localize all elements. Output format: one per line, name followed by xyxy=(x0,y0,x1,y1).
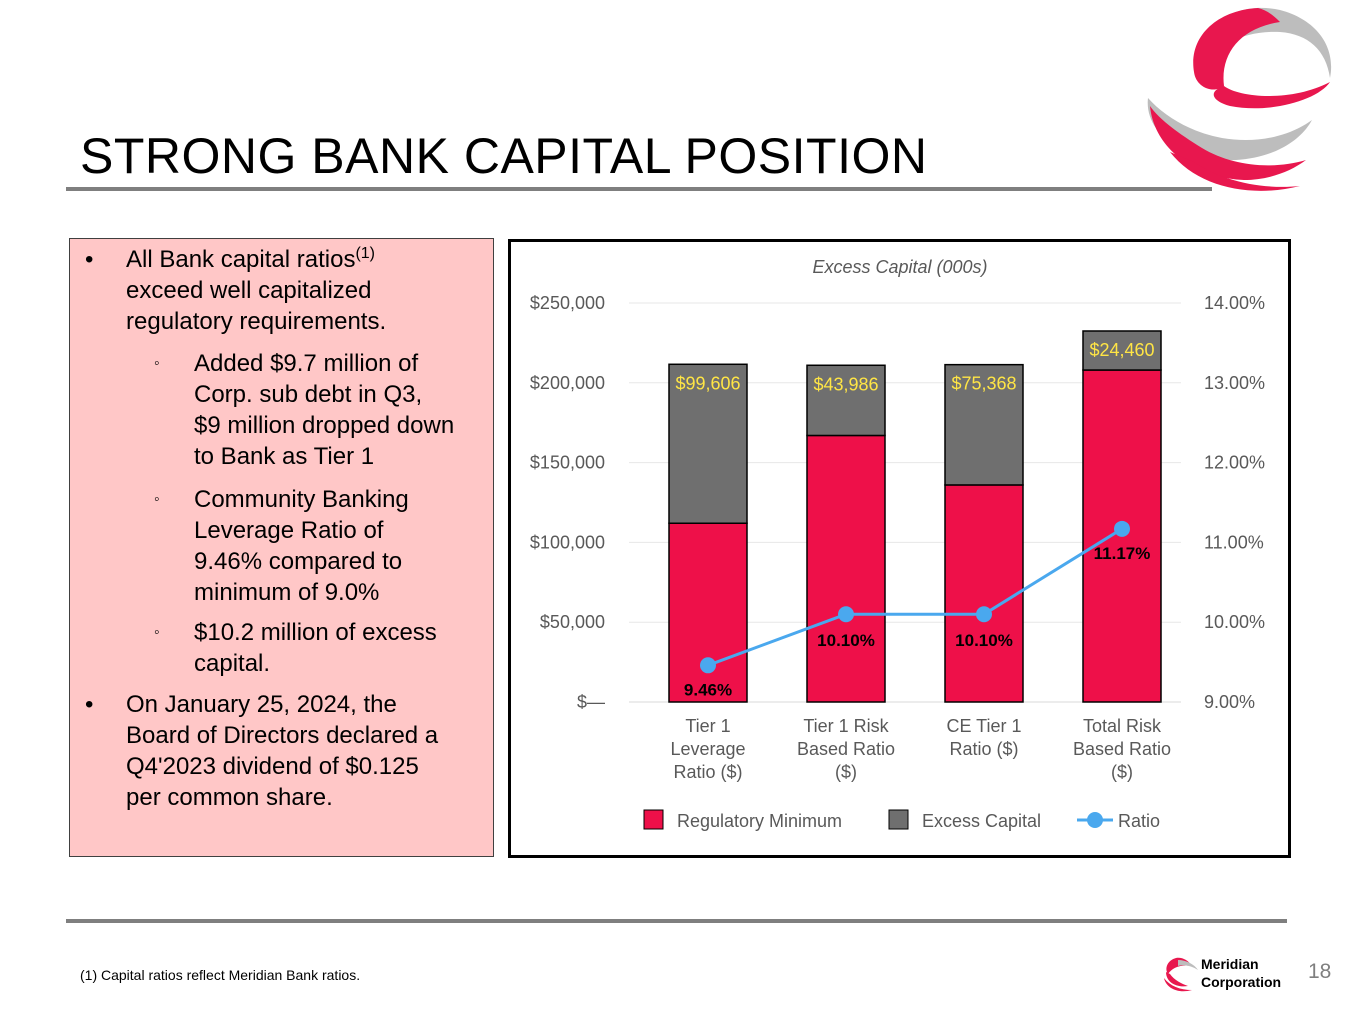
y-left-tick-label: $— xyxy=(577,692,605,712)
ratio-data-label: 9.46% xyxy=(684,680,732,699)
chart-panel: Excess Capital (000s) $— 9.00% $50,000 10.00… xyxy=(508,239,1291,858)
footnote: (1) Capital ratios reflect Meridian Bank… xyxy=(80,967,361,983)
bullet-text: Added $9.7 million of Corp. sub debt in Q… xyxy=(194,350,455,470)
ratio-data-label: 11.17% xyxy=(1094,544,1151,563)
x-tick-label: Tier 1 xyxy=(685,716,730,736)
excess-capital-chart: Excess Capital (000s) $— 9.00% $50,000 10.00… xyxy=(530,257,1265,831)
y-right-tick-label: 12.00% xyxy=(1204,453,1265,473)
excess-capital-label: $75,368 xyxy=(951,374,1016,394)
regulatory-minimum-bar xyxy=(944,484,1024,703)
y-left-tick-label: $50,000 xyxy=(540,612,605,632)
ratio-point xyxy=(838,606,854,623)
y-right-tick-label: 10.00% xyxy=(1204,612,1265,632)
sub-bullet-circle: ◦ xyxy=(154,355,160,372)
brand-name: Meridian Corporation xyxy=(1201,955,1281,991)
ratio-point xyxy=(1114,520,1130,537)
meridian-footer-logo xyxy=(1164,957,1198,992)
y-right-tick-label: 11.00% xyxy=(1204,532,1264,552)
bullet-text: Community Banking Leverage Ratio of 9.46% … xyxy=(194,486,409,606)
brand-line-1: Meridian xyxy=(1201,956,1259,972)
excess-capital-label: $99,606 xyxy=(675,373,740,393)
y-right-tick-label: 9.00% xyxy=(1204,692,1255,712)
footer-divider xyxy=(66,919,1287,923)
bullet-dot: • xyxy=(85,691,94,718)
x-tick-label: Based Ratio xyxy=(797,739,895,759)
y-right-tick-label: 13.00% xyxy=(1204,373,1265,393)
x-tick-label: ($) xyxy=(835,762,857,782)
x-tick-label: Based Ratio xyxy=(1073,739,1171,759)
x-tick-label: Total Risk xyxy=(1083,716,1162,736)
y-right-tick-label: 14.00% xyxy=(1204,293,1265,313)
x-tick-label: CE Tier 1 xyxy=(946,716,1021,736)
x-tick-label: Leverage xyxy=(670,739,745,759)
legend-label: Excess Capital xyxy=(922,811,1041,831)
legend-swatch-regulatory-minimum xyxy=(643,809,664,830)
y-left-tick-label: $100,000 xyxy=(530,532,605,552)
page-number: 18 xyxy=(1308,960,1332,983)
excess-capital-bar xyxy=(668,363,748,524)
y-left-tick-label: $150,000 xyxy=(530,453,605,473)
excess-capital-label: $43,986 xyxy=(813,374,878,394)
legend-marker-ratio xyxy=(1087,812,1103,828)
ratio-data-label: 10.10% xyxy=(817,631,875,650)
x-tick-label: ($) xyxy=(1111,762,1133,782)
ratio-point xyxy=(976,606,992,623)
brand-line-2: Corporation xyxy=(1201,974,1282,990)
sub-bullet-circle: ◦ xyxy=(154,491,160,508)
ratio-point xyxy=(700,657,716,674)
x-tick-label: Ratio ($) xyxy=(949,739,1018,759)
chart-title: Excess Capital (000s) xyxy=(812,257,987,277)
ratio-data-label: 10.10% xyxy=(955,631,1013,650)
summary-panel: • All Bank capital ratios(1) exceed well c… xyxy=(69,238,494,857)
regulatory-minimum-bar xyxy=(806,434,886,703)
bullet-text: On January 25, 2024, the Board of Directo… xyxy=(126,691,439,811)
bullet-text: $10.2 million of excess capital. xyxy=(194,619,437,677)
excess-capital-bar xyxy=(1082,330,1162,371)
x-tick-label: Tier 1 Risk xyxy=(803,716,889,736)
bullet-text: All Bank capital ratios(1) exceed well ca… xyxy=(126,245,387,336)
bullet-dot: • xyxy=(85,246,94,273)
sub-bullet-circle: ◦ xyxy=(154,624,160,641)
legend-swatch-excess-capital xyxy=(888,809,909,830)
meridian-swirl-logo xyxy=(1147,7,1332,191)
slide-title: STRONG BANK CAPITAL POSITION xyxy=(80,128,928,184)
legend-label: Regulatory Minimum xyxy=(677,811,842,831)
legend-label: Ratio xyxy=(1118,811,1160,831)
excess-capital-label: $24,460 xyxy=(1089,340,1154,360)
y-left-tick-label: $200,000 xyxy=(530,373,605,393)
ratio-line xyxy=(707,527,1123,667)
excess-capital-bar xyxy=(806,364,886,437)
y-left-tick-label: $250,000 xyxy=(530,293,605,313)
regulatory-minimum-bar xyxy=(668,522,748,703)
x-tick-label: Ratio ($) xyxy=(673,762,742,782)
title-divider xyxy=(66,187,1212,191)
excess-capital-bar xyxy=(944,363,1024,486)
